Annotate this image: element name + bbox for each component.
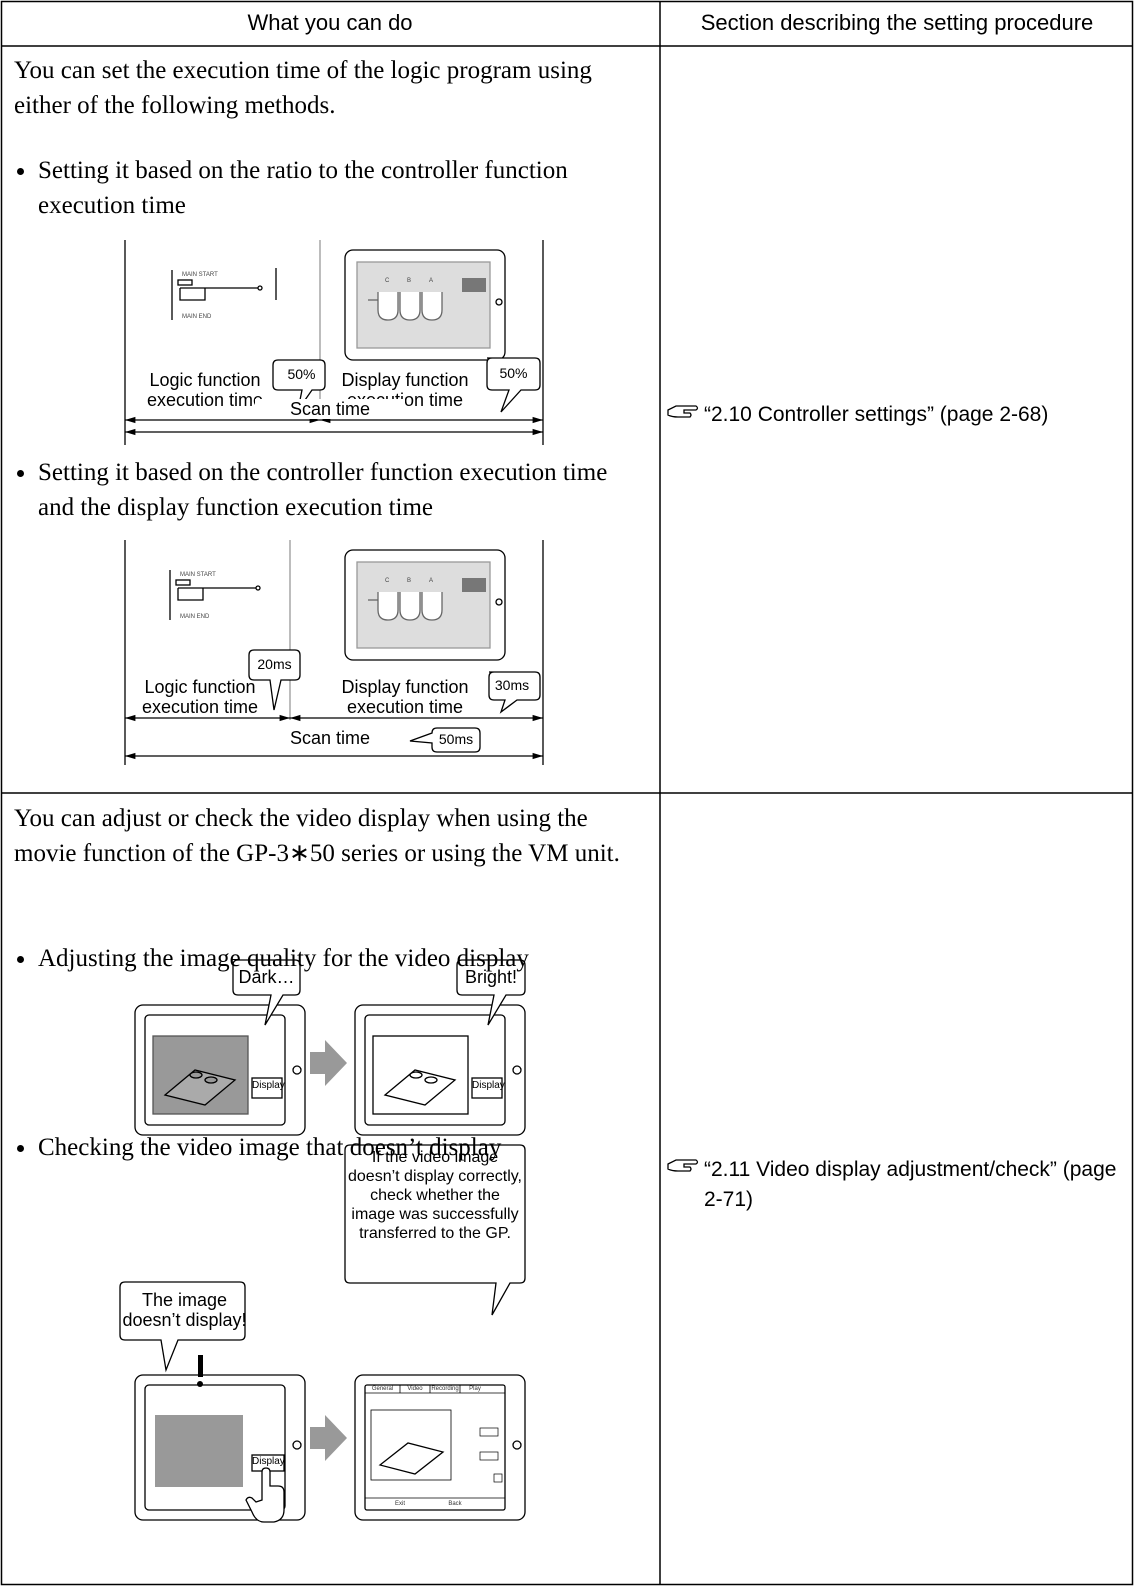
- hand-icon: [667, 1159, 699, 1172]
- reference: “2.11 Video display adjustment/check” (p…: [704, 1158, 1117, 1211]
- tank-label: B: [407, 578, 412, 584]
- scan-label: Scan time: [255, 399, 405, 419]
- ladder-label: MAIN END: [180, 614, 210, 620]
- ladder-label: MAIN START: [180, 572, 216, 578]
- tab-label: Play: [469, 1386, 481, 1392]
- reference: “2.10 Controller settings” (page 2-68): [704, 403, 1049, 426]
- figure-ratio: [124, 240, 544, 445]
- tab-label: Exit: [394, 1501, 405, 1507]
- column-header: What you can do: [247, 10, 413, 35]
- hand-icon: [667, 405, 699, 418]
- bullet: Setting it based on the controller funct…: [14, 455, 644, 525]
- tab-label: Video: [407, 1386, 423, 1392]
- button-label: Display: [472, 1080, 505, 1091]
- callout: If the video image doesn’t display corre…: [348, 1149, 522, 1242]
- bullet: Adjusting the image quality for the vide…: [14, 941, 644, 976]
- ladder-label: MAIN END: [182, 314, 212, 320]
- tank-label: C: [385, 578, 390, 584]
- callout: 50%: [499, 365, 528, 381]
- logic-label: Logic function execution time: [141, 677, 259, 717]
- button-label: Display: [252, 1080, 285, 1091]
- button-label: Display: [252, 1456, 285, 1467]
- tab-label: Back: [448, 1501, 462, 1507]
- callout: 30ms: [494, 677, 530, 693]
- callout: Bright!: [464, 967, 518, 987]
- description: You can set the execution time of the lo…: [14, 57, 592, 119]
- scan-label: Scan time: [289, 728, 371, 748]
- callout: 20ms: [257, 656, 292, 672]
- tank-label: A: [429, 578, 434, 584]
- bullet: Checking the video image that doesn’t di…: [14, 1130, 644, 1165]
- tab-label: General: [371, 1386, 394, 1392]
- callout: The image doesn’t display!: [122, 1290, 247, 1330]
- figure-quality: [134, 959, 526, 1136]
- display-label: Display function execution time: [341, 677, 469, 717]
- callout: 50%: [287, 366, 316, 382]
- figure-time: [124, 540, 544, 765]
- tank-label: A: [429, 278, 434, 284]
- callout: Dark…: [238, 967, 295, 987]
- tank-label: B: [407, 278, 412, 284]
- tank-label: C: [385, 278, 390, 284]
- figure-check: [119, 1144, 526, 1523]
- column-header: Section describing the setting procedure: [700, 10, 1094, 35]
- ladder-label: MAIN START: [182, 272, 218, 278]
- logic-label: Logic function execution time: [146, 370, 264, 410]
- tab-label: Recording: [431, 1386, 459, 1392]
- description: You can adjust or check the video displa…: [14, 805, 620, 867]
- bullet: Setting it based on the ratio to the con…: [14, 153, 644, 223]
- callout: 50ms: [438, 731, 474, 747]
